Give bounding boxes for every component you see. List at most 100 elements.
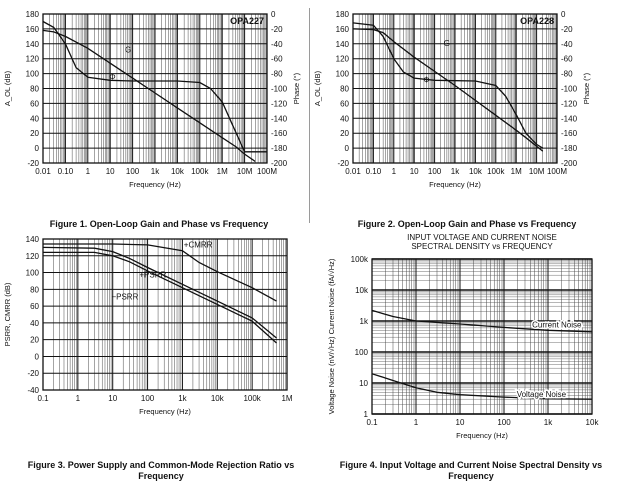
fig1-y-right-tick-label: -20 bbox=[271, 25, 283, 34]
fig1-y-right-tick-label: 0 bbox=[271, 10, 276, 19]
fig2-x-tick-label: 100 bbox=[428, 167, 442, 176]
fig4-x-tick-label: 1 bbox=[414, 418, 419, 427]
fig4-series-label: Current Noise bbox=[532, 320, 582, 329]
fig2-y-right-axis-label: Phase (°) bbox=[582, 72, 591, 104]
fig4-chart-title: INPUT VOLTAGE AND CURRENT NOISE bbox=[407, 233, 557, 242]
fig4-chart-title-line2: SPECTRAL DENSITY vs FREQUENCY bbox=[411, 242, 553, 251]
fig2-series-g-line bbox=[352, 28, 544, 152]
vertical-divider bbox=[309, 8, 310, 223]
fig1-y-tick-label: 100 bbox=[26, 70, 40, 79]
fig2-x-tick-label: 10k bbox=[469, 167, 483, 176]
fig4-y-tick-label: 1k bbox=[360, 317, 369, 326]
fig1-x-tick-label: 1k bbox=[151, 167, 160, 176]
fig2-x-tick-label: 100k bbox=[487, 167, 505, 176]
fig2-y-right-tick-label: 0 bbox=[561, 10, 566, 19]
fig2-series-label: G bbox=[444, 39, 450, 48]
fig2-y-tick-label: 140 bbox=[336, 40, 350, 49]
fig1-y-right-tick-label: -200 bbox=[271, 159, 288, 168]
fig2-x-tick-label: 100M bbox=[547, 167, 567, 176]
fig2-y-tick-label: 20 bbox=[340, 129, 349, 138]
fig3-chart: 0.1 1 10 100 1k 10k 100k 1M -40 -20 0 20 40 60 80 100 12… bbox=[3, 235, 293, 416]
fig2-chart-title: OPA228 bbox=[520, 16, 554, 26]
fig1-y-right-tick-label: -140 bbox=[271, 114, 288, 123]
fig3-series-label: +CMRR bbox=[184, 240, 213, 249]
fig2-y-right-tick-label: -160 bbox=[561, 129, 578, 138]
fig3-x-tick-label: 0.1 bbox=[37, 394, 49, 403]
fig1-x-tick-label: 100M bbox=[257, 167, 277, 176]
fig1-series-label: Φ bbox=[109, 73, 115, 82]
fig3-x-tick-label: 10 bbox=[108, 394, 117, 403]
fig2-series-label: Φ bbox=[423, 76, 429, 85]
fig1-x-tick-label: 10k bbox=[171, 167, 185, 176]
fig2-y-tick-label: 40 bbox=[340, 114, 349, 123]
fig2-x-tick-label: 10M bbox=[529, 167, 545, 176]
fig2-chart: 0.01 0.10 1 10 100 1k 10k 100k 1M 10M 100M-2002040… bbox=[313, 10, 591, 189]
fig1-y-right-axis-label: Phase (°) bbox=[292, 72, 301, 104]
fig3-series-label: −PSRR bbox=[111, 292, 138, 301]
fig2-plot-frame bbox=[352, 13, 558, 164]
fig2-y-tick-label: 160 bbox=[336, 25, 350, 34]
fig2-y-tick-label: 60 bbox=[340, 99, 349, 108]
fig4-x-axis-label: Frequency (Hz) bbox=[456, 431, 508, 440]
fig3-plot-frame bbox=[42, 238, 288, 391]
fig1-y-right-tick-label: -100 bbox=[271, 85, 288, 94]
fig2-y-right-tick-label: -80 bbox=[561, 70, 573, 79]
fig2-y-right-tick-label: -180 bbox=[561, 144, 578, 153]
fig2-y-right-tick-label: -100 bbox=[561, 85, 578, 94]
fig3-series-label: +PSRR bbox=[139, 271, 166, 280]
fig4-y-tick-label: 100k bbox=[351, 255, 369, 264]
fig1-y-right-tick-label: -40 bbox=[271, 40, 283, 49]
fig4-plot-frame bbox=[371, 258, 593, 415]
fig1-chart: 0.01 0.10 1 10 100 1k 10k 100k 1M 10M 100M-2002040… bbox=[3, 10, 301, 189]
fig2-y-right-tick-label: -20 bbox=[561, 25, 573, 34]
fig1-y-right-tick-label: -120 bbox=[271, 99, 288, 108]
fig2-y-tick-label: -20 bbox=[337, 159, 349, 168]
fig4-y-axis-label: Voltage Noise (nV/√Hz) Current Noise (fA… bbox=[327, 258, 336, 414]
fig3-y-tick-label: -40 bbox=[27, 386, 39, 395]
fig3-x-tick-label: 1 bbox=[76, 394, 81, 403]
fig3-y-tick-label: 40 bbox=[30, 319, 39, 328]
fig2-x-axis-label: Frequency (Hz) bbox=[429, 180, 481, 189]
fig2-y-tick-label: 100 bbox=[336, 70, 350, 79]
fig1-y-tick-label: 0 bbox=[35, 144, 40, 153]
fig1-x-tick-label: 10M bbox=[237, 167, 253, 176]
fig2-x-tick-label: 1M bbox=[511, 167, 522, 176]
fig1-series-g-line bbox=[42, 29, 256, 163]
fig1-y-tick-label: 160 bbox=[26, 25, 40, 34]
fig3-y-tick-label: 0 bbox=[35, 352, 40, 361]
fig3-y-tick-label: 60 bbox=[30, 302, 39, 311]
fig1-y-right-tick-label: -80 bbox=[271, 70, 283, 79]
fig1-series--line bbox=[42, 20, 267, 153]
fig2-y-right-tick-label: -120 bbox=[561, 99, 578, 108]
fig1-x-tick-label: 100 bbox=[126, 167, 140, 176]
fig1-x-tick-label: 1 bbox=[86, 167, 91, 176]
fig3-y-tick-label: -20 bbox=[27, 369, 39, 378]
fig3-y-tick-label: 20 bbox=[30, 336, 39, 345]
fig4-x-tick-label: 1k bbox=[544, 418, 553, 427]
fig3-caption: Figure 3. Power Supply and Common-Mode R… bbox=[27, 460, 295, 481]
fig4-series-currentnoise-line bbox=[371, 309, 593, 333]
fig4-x-tick-label: 10 bbox=[456, 418, 465, 427]
fig4-caption: Figure 4. Input Voltage and Current Nois… bbox=[339, 460, 603, 481]
fig3-x-tick-label: 100k bbox=[243, 394, 261, 403]
fig4-series-voltagenoise-line bbox=[371, 373, 593, 400]
fig1-caption: Figure 1. Open-Loop Gain and Phase vs Fr… bbox=[49, 219, 269, 229]
fig4-series-label: Voltage Noise bbox=[517, 390, 567, 399]
fig2-x-tick-label: 1 bbox=[392, 167, 397, 176]
fig3-x-tick-label: 100 bbox=[141, 394, 155, 403]
fig3-y-tick-label: 80 bbox=[30, 285, 39, 294]
fig1-y-tick-label: 20 bbox=[30, 129, 39, 138]
fig2-y-right-tick-label: -60 bbox=[561, 55, 573, 64]
fig3-series-cmrr-line bbox=[43, 243, 277, 302]
fig2-caption: Figure 2. Open-Loop Gain and Phase vs Fr… bbox=[357, 219, 577, 229]
fig1-x-tick-label: 100k bbox=[191, 167, 209, 176]
fig2-y-right-tick-label: -200 bbox=[561, 159, 578, 168]
fig2-y-right-tick-label: -40 bbox=[561, 40, 573, 49]
fig2-x-tick-label: 0.10 bbox=[366, 167, 382, 176]
fig4-y-tick-label: 10k bbox=[355, 286, 369, 295]
fig1-x-tick-label: 0.10 bbox=[58, 167, 74, 176]
fig1-x-axis-label: Frequency (Hz) bbox=[129, 180, 181, 189]
fig1-y-tick-label: 140 bbox=[26, 40, 40, 49]
fig1-plot-frame bbox=[42, 13, 268, 164]
